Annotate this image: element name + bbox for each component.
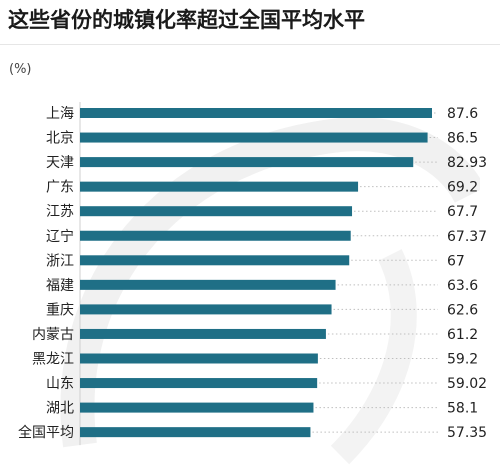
category-label: 黑龙江 <box>32 352 74 368</box>
bar <box>80 181 359 192</box>
category-label: 浙江 <box>46 253 74 269</box>
category-label: 北京 <box>46 131 74 147</box>
category-label: 内蒙古 <box>32 327 74 343</box>
bar <box>80 206 353 217</box>
category-label: 山东 <box>46 376 74 392</box>
unit-label: (%) <box>9 62 32 77</box>
bar <box>80 132 428 143</box>
bar <box>80 157 414 168</box>
chart-title: 这些省份的城镇化率超过全国平均水平 <box>8 8 365 32</box>
value-label: 57.35 <box>447 425 487 441</box>
value-label: 63.6 <box>447 278 478 294</box>
category-label: 江苏 <box>46 204 74 220</box>
value-label: 82.93 <box>447 155 487 171</box>
value-label: 58.1 <box>447 401 478 417</box>
value-label: 59.02 <box>447 376 487 392</box>
category-label: 天津 <box>46 155 74 171</box>
category-label: 湖北 <box>46 401 74 417</box>
bar <box>80 255 350 266</box>
value-label: 62.6 <box>447 302 478 318</box>
value-label: 59.2 <box>447 352 478 368</box>
bar <box>80 353 318 364</box>
value-label: 61.2 <box>447 327 478 343</box>
title-divider <box>0 44 500 45</box>
category-label: 上海 <box>46 106 74 122</box>
bar <box>80 402 314 413</box>
value-label: 87.6 <box>447 106 478 122</box>
value-label: 67 <box>447 253 465 269</box>
bar <box>80 230 351 241</box>
bar <box>80 427 311 438</box>
bar <box>80 328 326 339</box>
bar <box>80 378 318 389</box>
value-label: 86.5 <box>447 131 478 147</box>
value-label: 69.2 <box>447 180 478 196</box>
bar <box>80 279 336 290</box>
category-label: 广东 <box>46 180 74 196</box>
bar <box>80 108 432 118</box>
category-label: 重庆 <box>46 302 74 318</box>
bar <box>80 304 332 315</box>
category-label: 福建 <box>46 278 74 294</box>
value-label: 67.37 <box>447 229 487 245</box>
value-label: 67.7 <box>447 204 478 220</box>
category-label: 辽宁 <box>46 228 74 245</box>
category-label: 全国平均 <box>18 424 74 441</box>
